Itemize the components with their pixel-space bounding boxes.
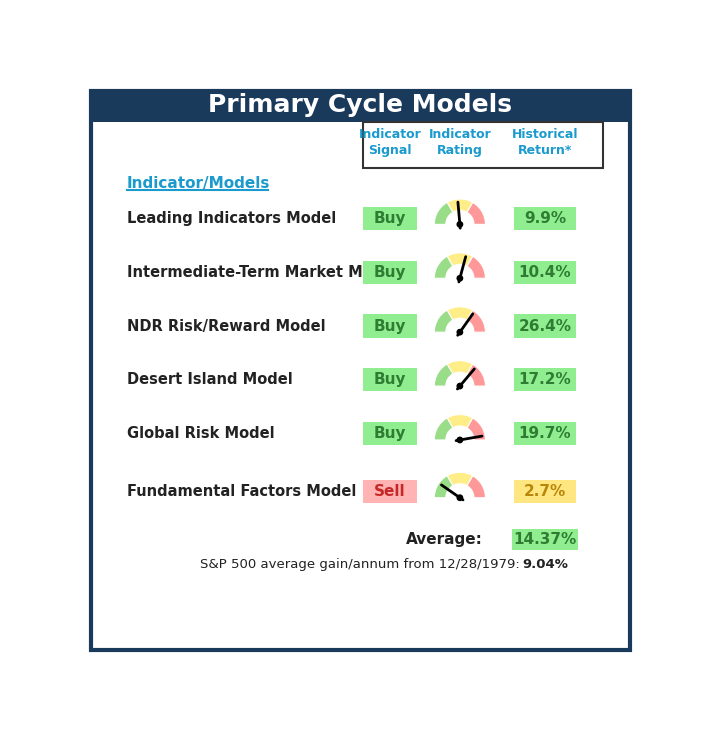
Circle shape bbox=[457, 383, 463, 389]
Text: Leading Indicators Model: Leading Indicators Model bbox=[127, 211, 336, 226]
FancyBboxPatch shape bbox=[363, 261, 418, 283]
Wedge shape bbox=[467, 418, 486, 440]
FancyBboxPatch shape bbox=[514, 368, 576, 391]
Wedge shape bbox=[467, 364, 486, 386]
Wedge shape bbox=[447, 199, 472, 212]
Text: 9.04%: 9.04% bbox=[522, 559, 568, 571]
FancyBboxPatch shape bbox=[363, 422, 418, 446]
Text: Historical
Return*: Historical Return* bbox=[512, 128, 579, 157]
Wedge shape bbox=[434, 476, 453, 498]
Wedge shape bbox=[447, 415, 472, 428]
FancyBboxPatch shape bbox=[363, 480, 418, 503]
FancyBboxPatch shape bbox=[514, 314, 576, 338]
Circle shape bbox=[457, 495, 463, 501]
FancyBboxPatch shape bbox=[514, 207, 576, 230]
Text: Fundamental Factors Model: Fundamental Factors Model bbox=[127, 484, 356, 499]
Wedge shape bbox=[434, 418, 453, 440]
FancyBboxPatch shape bbox=[91, 91, 630, 650]
Wedge shape bbox=[447, 472, 472, 486]
Wedge shape bbox=[434, 256, 453, 278]
Wedge shape bbox=[447, 252, 472, 266]
Circle shape bbox=[457, 275, 463, 281]
Text: 19.7%: 19.7% bbox=[519, 426, 572, 441]
Circle shape bbox=[457, 222, 463, 227]
Text: Buy: Buy bbox=[374, 426, 406, 441]
Text: Intermediate-Term Market Model: Intermediate-Term Market Model bbox=[127, 265, 398, 280]
Circle shape bbox=[457, 330, 463, 335]
Text: Buy: Buy bbox=[374, 319, 406, 333]
Text: Buy: Buy bbox=[374, 372, 406, 388]
FancyBboxPatch shape bbox=[512, 528, 579, 550]
Text: 2.7%: 2.7% bbox=[524, 484, 566, 499]
Wedge shape bbox=[467, 310, 486, 333]
FancyBboxPatch shape bbox=[514, 261, 576, 283]
Wedge shape bbox=[467, 476, 486, 498]
Text: 26.4%: 26.4% bbox=[519, 319, 572, 333]
Wedge shape bbox=[467, 203, 486, 225]
Text: Indicator
Rating: Indicator Rating bbox=[429, 128, 491, 157]
FancyBboxPatch shape bbox=[363, 207, 418, 230]
Wedge shape bbox=[467, 256, 486, 278]
Text: S&P 500 average gain/annum from 12/28/1979:: S&P 500 average gain/annum from 12/28/19… bbox=[200, 559, 520, 571]
Wedge shape bbox=[434, 364, 453, 386]
FancyBboxPatch shape bbox=[514, 480, 576, 503]
Text: 14.37%: 14.37% bbox=[513, 532, 576, 547]
Wedge shape bbox=[434, 310, 453, 333]
Text: NDR Risk/Reward Model: NDR Risk/Reward Model bbox=[127, 319, 325, 333]
Text: Sell: Sell bbox=[374, 484, 406, 499]
FancyBboxPatch shape bbox=[514, 422, 576, 446]
Text: Indicator
Signal: Indicator Signal bbox=[359, 128, 422, 157]
Text: Desert Island Model: Desert Island Model bbox=[127, 372, 292, 388]
Text: 10.4%: 10.4% bbox=[519, 265, 572, 280]
FancyBboxPatch shape bbox=[363, 122, 603, 168]
Wedge shape bbox=[434, 203, 453, 225]
Text: Buy: Buy bbox=[374, 265, 406, 280]
Text: Buy: Buy bbox=[374, 211, 406, 226]
Text: Average:: Average: bbox=[406, 532, 483, 547]
Text: Global Risk Model: Global Risk Model bbox=[127, 426, 274, 441]
FancyBboxPatch shape bbox=[363, 314, 418, 338]
FancyBboxPatch shape bbox=[363, 368, 418, 391]
Text: 9.9%: 9.9% bbox=[524, 211, 566, 226]
Circle shape bbox=[457, 437, 463, 443]
Wedge shape bbox=[447, 307, 472, 320]
Text: Primary Cycle Models: Primary Cycle Models bbox=[208, 93, 512, 117]
Text: Indicator/Models: Indicator/Models bbox=[127, 176, 270, 191]
Text: 17.2%: 17.2% bbox=[519, 372, 572, 388]
FancyBboxPatch shape bbox=[91, 91, 630, 122]
Wedge shape bbox=[447, 360, 472, 374]
